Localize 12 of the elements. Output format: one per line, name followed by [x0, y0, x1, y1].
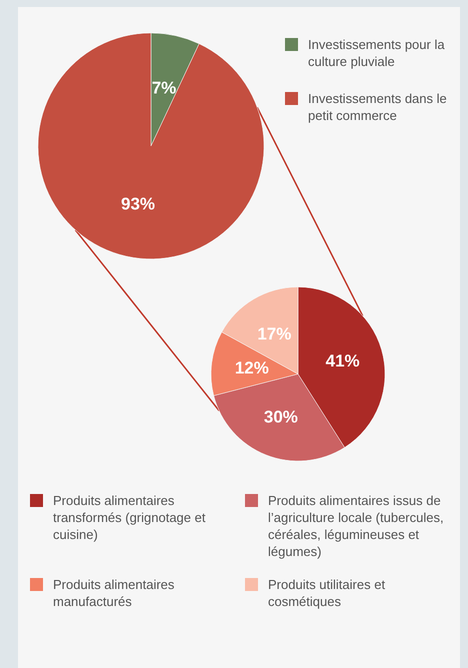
legend-label: Produits alimentaires transformés (grignotage et cuisine): [53, 492, 206, 543]
legend-label: Produits alimentaires manufacturés: [53, 576, 176, 610]
data-label: 41%: [326, 352, 360, 371]
legend-label: Produits alimentaires issus de l’agriculture locale (tubercules, céréales, légumineuses et légumes): [268, 492, 445, 560]
data-label: 12%: [234, 358, 269, 378]
data-label: 7%: [152, 78, 176, 98]
data-label: 30%: [264, 408, 298, 427]
legend-label: Produits utilitaires et cosmétiques: [268, 576, 386, 610]
data-label: 93%: [121, 194, 156, 214]
legend-label: Investissements pour la culture pluviale: [308, 36, 446, 70]
data-label: 17%: [257, 324, 292, 344]
legend-label: Investissements dans le petit commerce: [308, 90, 448, 124]
